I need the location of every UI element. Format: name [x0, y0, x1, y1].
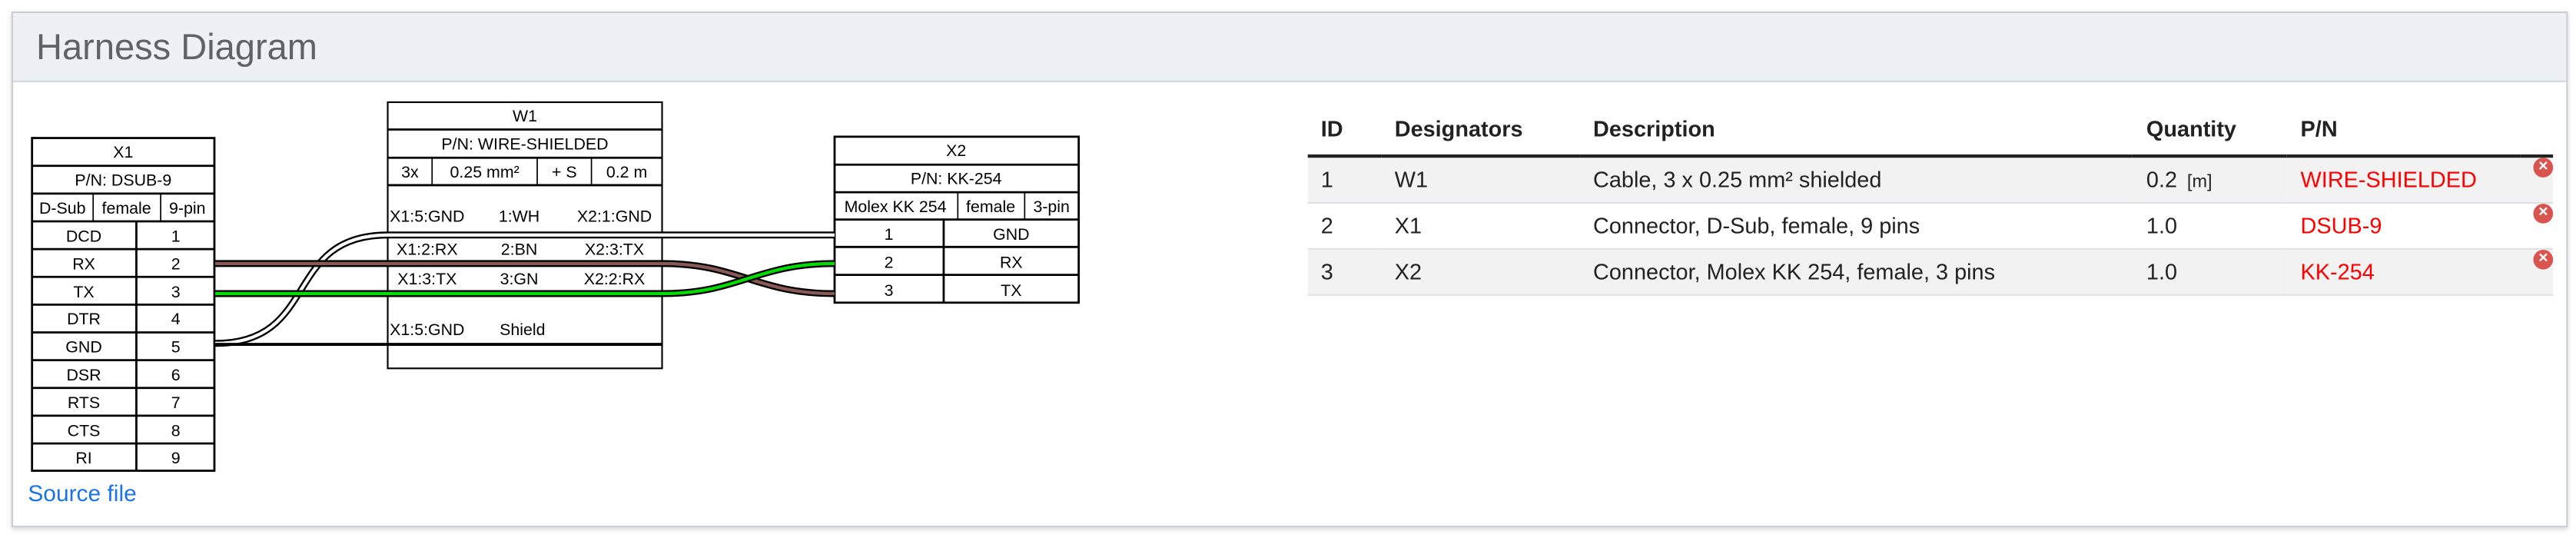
x2-pin-num: 1 — [885, 225, 894, 244]
col-pn: P/N — [2287, 101, 2521, 158]
x1-pin-label: DSR — [66, 366, 101, 384]
wire-color: 2:BN — [501, 240, 538, 258]
x2-gender: female — [966, 198, 1015, 216]
wire-from: X1:3:TX — [397, 270, 456, 288]
x1-pin-num: 5 — [171, 338, 181, 357]
wire-from: X1:5:GND — [390, 208, 464, 226]
quantity-unit: [m] — [2186, 172, 2213, 193]
x1-pin-num: 8 — [171, 422, 181, 440]
col-quantity: Quantity — [2133, 101, 2288, 158]
x2-pin-label: RX — [1000, 253, 1023, 271]
x1-pin-num: 6 — [171, 366, 181, 384]
x1-pin-label: CTS — [68, 422, 101, 440]
wire-gnd — [215, 233, 835, 345]
x1-pin-label: RTS — [68, 394, 100, 412]
x1-pin-label: RX — [72, 255, 95, 274]
wire-color: 3:GN — [500, 270, 539, 288]
card-header: Harness Diagram — [13, 13, 2567, 82]
x1-pin-label: RI — [75, 449, 91, 467]
wire-from: X1:2:RX — [397, 240, 458, 258]
x2-pin-label: GND — [993, 225, 1029, 244]
wire-to: X2:2:RX — [584, 270, 646, 288]
cell-designators: X2 — [1381, 248, 1580, 296]
x2-type: Molex KK 254 — [845, 198, 947, 216]
col-id: ID — [1307, 101, 1382, 158]
x1-pn: P/N: DSUB-9 — [75, 171, 171, 190]
x1-pin-num: 1 — [171, 227, 181, 245]
wire-to: X2:3:TX — [585, 240, 644, 258]
cell-pn: WIRE-SHIELDED — [2287, 156, 2521, 204]
w1-name: W1 — [513, 107, 537, 125]
x1-gender: female — [102, 199, 151, 218]
table-row: 3 X2 Connector, Molex KK 254, female, 3 … — [1307, 248, 2554, 296]
quantity-value: 1.0 — [2146, 259, 2178, 284]
cell-description: Cable, 3 x 0.25 mm² shielded — [1579, 156, 2133, 204]
table-row: 2 X1 Connector, D-Sub, female, 9 pins 1.… — [1307, 203, 2554, 250]
cell-description: Connector, D-Sub, female, 9 pins — [1579, 203, 2133, 250]
w1-pn: P/N: WIRE-SHIELDED — [441, 135, 608, 154]
x1-pin-num: 4 — [171, 310, 181, 328]
cell-pn: DSUB-9 — [2287, 203, 2521, 250]
x1-type: D-Sub — [39, 199, 86, 218]
x1-pin-num: 7 — [171, 394, 181, 412]
w1-shield: + S — [552, 163, 577, 181]
cell-pn: KK-254 — [2287, 248, 2521, 296]
bom-table: ID Designators Description Quantity P/N … — [1307, 101, 2554, 296]
remove-icon[interactable]: × — [2533, 249, 2554, 270]
cell-quantity: 0.2 [m] — [2133, 156, 2288, 204]
connector-x1[interactable] — [31, 137, 216, 472]
wire-color: 1:WH — [499, 208, 539, 226]
x2-pin-label: TX — [1001, 281, 1021, 300]
remove-icon[interactable]: × — [2533, 158, 2554, 178]
cell-id: 2 — [1307, 203, 1382, 250]
connector-x2[interactable] — [833, 135, 1081, 304]
cell-actions: × — [2520, 203, 2554, 250]
x2-pn: P/N: KK-254 — [911, 169, 1002, 188]
wire-tx — [215, 261, 835, 296]
wire-to: X2:1:GND — [577, 208, 652, 226]
cell-quantity: 1.0 — [2133, 203, 2288, 250]
quantity-value: 1.0 — [2146, 213, 2178, 238]
table-row: 1 W1 Cable, 3 x 0.25 mm² shielded 0.2 [m]… — [1307, 156, 2554, 204]
x1-name: X1 — [113, 143, 133, 161]
remove-icon[interactable]: × — [2533, 204, 2554, 224]
cell-id: 1 — [1307, 156, 1382, 204]
x2-pincount: 3-pin — [1033, 198, 1070, 216]
cell-id: 3 — [1307, 248, 1382, 296]
x1-pin-label: GND — [65, 338, 101, 357]
shield-from: X1:5:GND — [390, 320, 464, 339]
x1-pin-label: DCD — [66, 227, 101, 245]
cell-description: Connector, Molex KK 254, female, 3 pins — [1579, 248, 2133, 296]
col-designators: Designators — [1381, 101, 1580, 158]
x1-pin-num: 9 — [171, 449, 181, 467]
source-file-link[interactable]: Source file — [28, 480, 137, 506]
x2-pin-num: 3 — [885, 281, 894, 300]
x1-pin-num: 3 — [171, 283, 181, 301]
cell-actions: × — [2520, 248, 2554, 296]
x1-pin-label: TX — [73, 283, 94, 301]
cell-actions: × — [2520, 156, 2554, 204]
x2-pin-num: 2 — [885, 253, 894, 271]
page-title: Harness Diagram — [36, 26, 317, 68]
shield-label: Shield — [500, 320, 545, 339]
cell-quantity: 1.0 — [2133, 248, 2288, 296]
w1-length: 0.2 m — [606, 163, 647, 181]
cell-designators: W1 — [1381, 156, 1580, 204]
col-description: Description — [1579, 101, 2133, 158]
bom-header-row: ID Designators Description Quantity P/N — [1307, 101, 2554, 158]
harness-diagram: X1 P/N: DSUB-9 D-Sub female 9-pin DCD 1 … — [31, 101, 1081, 472]
col-actions — [2520, 101, 2554, 158]
w1-count: 3x — [401, 163, 419, 181]
w1-gauge: 0.25 mm² — [450, 163, 520, 181]
cell-designators: X1 — [1381, 203, 1580, 250]
quantity-value: 0.2 — [2146, 168, 2178, 193]
x1-pin-label: DTR — [67, 310, 101, 328]
x2-name: X2 — [946, 141, 966, 160]
x1-pin-num: 2 — [171, 255, 181, 274]
x1-pincount: 9-pin — [169, 199, 206, 218]
